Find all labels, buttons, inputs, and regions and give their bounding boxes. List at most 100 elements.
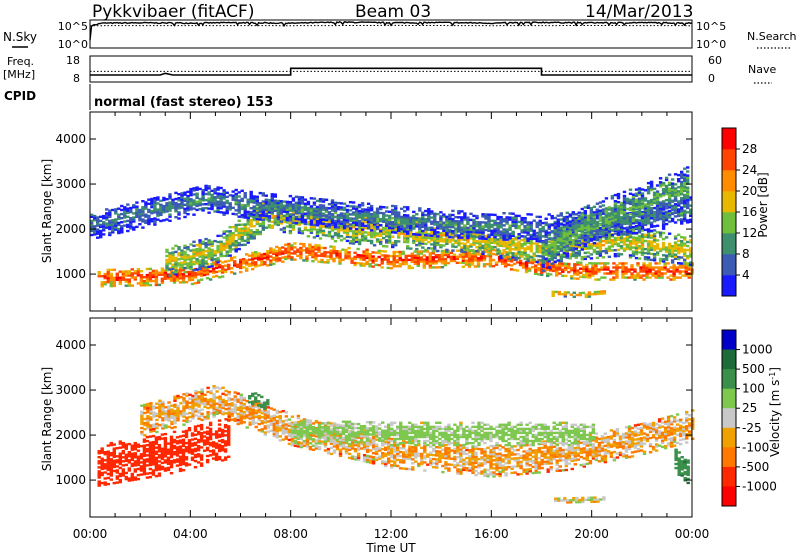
heatmap-cell <box>127 274 131 277</box>
heatmap-cell <box>123 224 127 227</box>
heatmap-cell <box>275 253 279 257</box>
heatmap-cell <box>487 215 491 218</box>
heatmap-cell <box>330 229 335 232</box>
heatmap-cell <box>680 236 684 239</box>
heatmap-cell <box>494 263 499 266</box>
heatmap-cell <box>126 219 130 223</box>
heatmap-cell <box>574 239 578 242</box>
heatmap-cell <box>127 272 131 275</box>
heatmap-cell <box>591 268 595 271</box>
heatmap-cell <box>201 250 205 254</box>
heatmap-cell <box>236 263 240 266</box>
heatmap-cell <box>652 236 657 240</box>
heatmap-cell <box>117 223 121 227</box>
heatmap-cell <box>673 211 678 214</box>
heatmap-cell <box>180 263 184 266</box>
heatmap-cell <box>392 252 396 256</box>
heatmap-cell <box>664 186 669 190</box>
heatmap-cell <box>171 200 175 203</box>
heatmap-cell <box>314 248 318 251</box>
heatmap-cell <box>237 247 241 251</box>
heatmap-cell <box>339 226 344 230</box>
heatmap-cell <box>354 213 359 217</box>
heatmap-cell <box>406 218 410 221</box>
heatmap-cell <box>383 254 387 257</box>
heatmap-cell <box>372 215 377 218</box>
heatmap-cell <box>336 228 341 231</box>
heatmap-cell <box>634 236 639 240</box>
heatmap-cell <box>239 266 243 270</box>
heatmap-cell <box>574 235 578 238</box>
heatmap-cell <box>678 266 682 269</box>
heatmap-cell <box>249 196 253 200</box>
heatmap-cell <box>329 257 333 260</box>
heatmap-cell <box>234 242 238 245</box>
heatmap-cell <box>589 217 594 220</box>
heatmap-cell <box>598 229 603 233</box>
heatmap-cell <box>360 220 365 224</box>
heatmap-cell <box>598 205 603 208</box>
heatmap-cell <box>222 236 226 239</box>
heatmap-cell <box>216 248 220 252</box>
heatmap-cell <box>165 208 169 211</box>
heatmap-cell <box>291 226 296 229</box>
heatmap-cell <box>458 255 463 258</box>
heatmap-cell <box>330 199 335 202</box>
heatmap-cell <box>538 251 542 254</box>
heatmap-cell <box>619 206 624 209</box>
heatmap-cell <box>448 221 452 225</box>
heatmap-cell <box>385 241 389 244</box>
heatmap-cell <box>667 232 672 235</box>
heatmap-cell <box>290 244 294 247</box>
heatmap-cell <box>160 279 165 282</box>
heatmap-cell <box>576 273 580 276</box>
heatmap-cell <box>619 247 624 250</box>
heatmap-cell <box>195 268 199 271</box>
heatmap-cell <box>228 240 232 243</box>
heatmap-cell <box>416 262 420 265</box>
heatmap-cell <box>634 224 639 228</box>
heatmap-cell <box>189 187 193 191</box>
heatmap-cell <box>297 208 302 211</box>
heatmap-cell <box>181 273 186 276</box>
heatmap-cell <box>517 244 521 247</box>
heatmap-cell <box>634 188 639 191</box>
heatmap-cell <box>130 274 134 277</box>
heatmap-cell <box>391 212 395 216</box>
heatmap-cell <box>406 241 410 244</box>
heatmap-cell <box>556 232 560 236</box>
heatmap-cell <box>111 221 115 224</box>
heatmap-cell <box>430 243 434 246</box>
heatmap-cell <box>171 251 175 254</box>
heatmap-cell <box>469 227 473 230</box>
heatmap-cell <box>642 266 646 269</box>
heatmap-cell <box>327 212 332 215</box>
heatmap-cell <box>255 228 259 232</box>
heatmap-cell <box>624 276 628 279</box>
heatmap-cell <box>103 274 107 278</box>
heatmap-cell <box>464 261 469 264</box>
heatmap-cell <box>210 262 214 266</box>
heatmap-cell <box>114 212 118 215</box>
heatmap-cell <box>392 259 396 262</box>
heatmap-cell <box>115 276 119 279</box>
heatmap-cell <box>309 209 314 212</box>
heatmap-cell <box>440 266 445 269</box>
heatmap-cell <box>189 192 193 195</box>
heatmap-cell <box>601 230 606 234</box>
heatmap-cell <box>684 274 688 277</box>
heatmap-cell <box>178 275 183 278</box>
heatmap-cell <box>518 263 523 267</box>
heatmap-cell <box>493 221 497 225</box>
heatmap-cell <box>478 246 482 249</box>
heatmap-cell <box>454 224 458 227</box>
heatmap-cell <box>353 255 357 259</box>
heatmap-cell <box>622 206 627 210</box>
heatmap-cell <box>141 226 145 229</box>
heatmap-cell <box>279 204 283 207</box>
heatmap-cell <box>154 269 159 272</box>
heatmap-cell <box>636 276 640 279</box>
heatmap-cell <box>595 220 600 224</box>
heatmap-cell <box>118 282 122 285</box>
heatmap-cell <box>220 271 225 274</box>
